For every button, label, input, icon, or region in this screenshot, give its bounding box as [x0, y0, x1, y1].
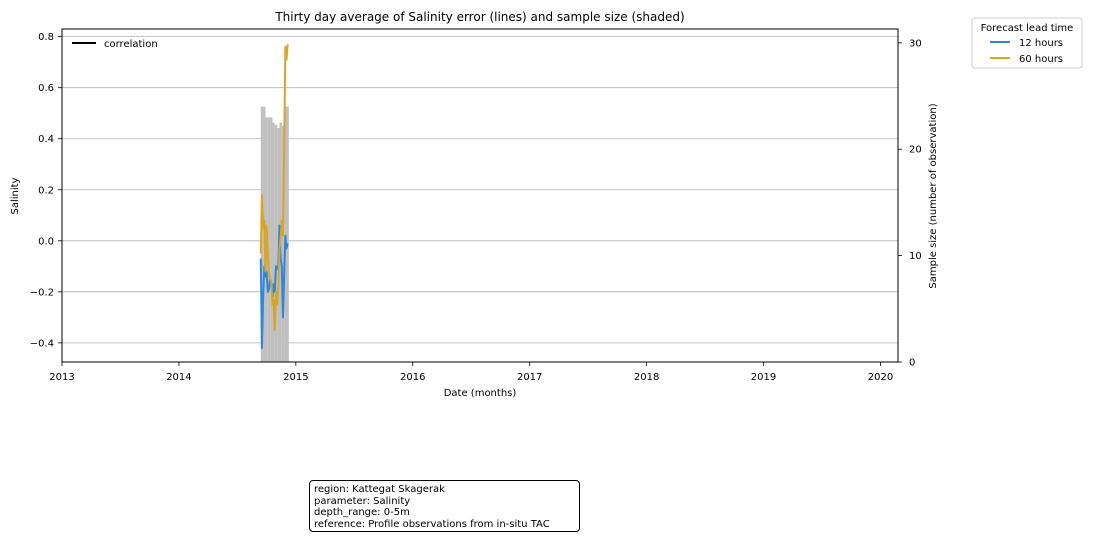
y2-tick-label-0: 0: [909, 358, 915, 369]
sample-size-bar-5: [272, 122, 275, 362]
x-tick-label-1: 2014: [166, 372, 191, 383]
y2-axis-label: Sample size (number of observation): [928, 103, 939, 288]
x-tick-label-6: 2019: [751, 372, 776, 383]
y-tick-label-0: −0.4: [30, 338, 54, 349]
legend-label-60h: 60 hours: [1019, 54, 1063, 65]
correlation-legend: correlation: [72, 39, 158, 50]
legend-label-12h: 12 hours: [1019, 38, 1063, 49]
sample-size-bar-11: [286, 106, 289, 362]
x-tick-label-2: 2015: [283, 372, 308, 383]
y-tick-label-1: −0.2: [30, 287, 54, 298]
series-line-1: [259, 44, 289, 332]
legend-frame: [971, 17, 1083, 69]
y-tick-label-2: 0.0: [38, 236, 54, 247]
metadata-box: region: Kattegat Skagerak parameter: Sal…: [309, 480, 580, 532]
x-axis-label: Date (months): [444, 388, 517, 399]
series-line-0: [259, 224, 289, 349]
sample-size-bar-10: [284, 106, 287, 362]
x-tick-label-3: 2016: [400, 372, 425, 383]
legend-title: Forecast lead time: [981, 23, 1074, 34]
y-axis-label: Salinity: [10, 177, 21, 214]
y2-tick-label-2: 20: [909, 145, 922, 156]
sample-size-bar-3: [267, 117, 271, 362]
correlation-legend-label: correlation: [104, 39, 158, 50]
plot-area: 2013 2014 2015 2016 2017 2018 2019 2020 −0.4 −0.2…: [30, 28, 922, 383]
info-parameter: parameter: Salinity: [314, 495, 411, 507]
x-tick-label-0: 2013: [49, 372, 74, 383]
x-tick-label-4: 2017: [517, 372, 542, 383]
info-depth-range: depth_range: 0-5m: [314, 507, 410, 518]
lead-time-legend: Forecast lead time 12 hours 60 hours: [971, 17, 1083, 69]
info-reference: reference: Profile observations from in-…: [314, 518, 550, 530]
y-tick-label-5: 0.6: [38, 83, 54, 94]
info-region: region: Kattegat Skagerak: [314, 484, 445, 495]
axes-frame: [61, 28, 899, 363]
y-tick-label-6: 0.8: [38, 32, 54, 43]
y-tick-label-3: 0.2: [38, 185, 54, 196]
sample-size-bar-4: [270, 117, 273, 362]
sample-size-bar-9: [281, 125, 285, 362]
x-tick-label-5: 2018: [634, 372, 659, 383]
x-tick-label-7: 2020: [868, 372, 893, 383]
y-tick-label-4: 0.4: [38, 134, 54, 145]
sample-size-bar-6: [274, 124, 278, 363]
y2-tick-label-3: 30: [909, 38, 922, 49]
chart-title: Thirty day average of Salinity error (li…: [274, 10, 684, 24]
y2-tick-label-1: 10: [909, 251, 922, 262]
